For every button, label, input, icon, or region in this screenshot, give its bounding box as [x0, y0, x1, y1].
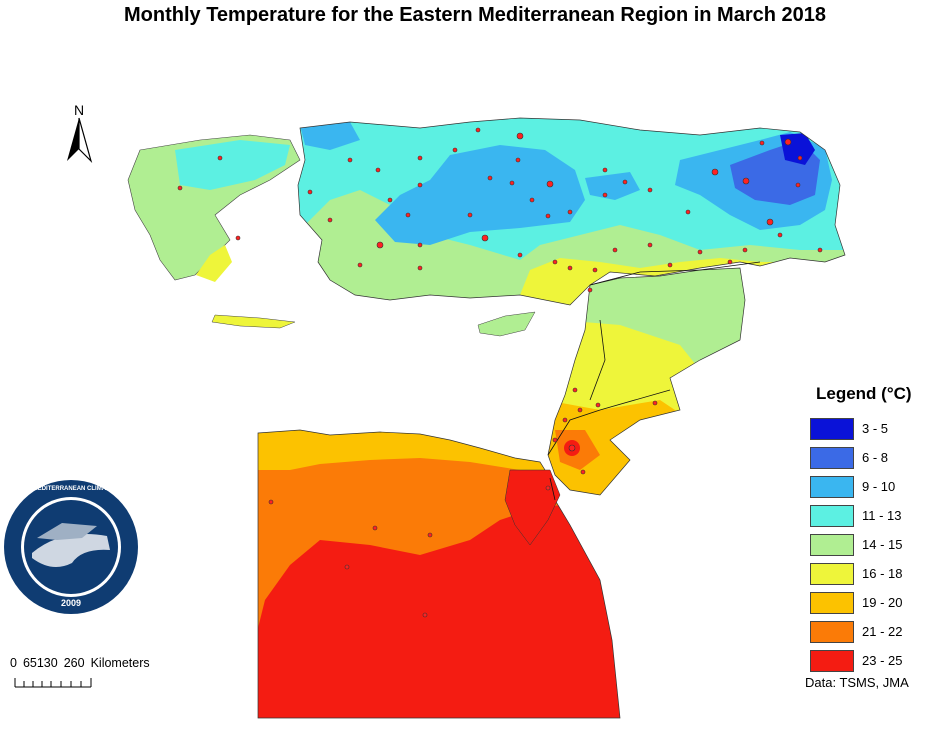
map-title: Monthly Temperature for the Eastern Medi… — [123, 4, 826, 26]
legend-title: Legend (°C) — [816, 384, 912, 403]
svg-text:★: ★ — [20, 596, 29, 607]
north-arrow: N — [62, 102, 96, 164]
legend-swatch — [810, 591, 854, 614]
legend-item: 14 - 15 — [810, 530, 940, 559]
scale-label-260: 260 — [63, 656, 85, 670]
legend-item: 9 - 10 — [810, 472, 940, 501]
legend-swatch — [810, 533, 854, 556]
legend-item: 11 - 13 — [810, 501, 940, 530]
legend-item: 3 - 5 — [810, 414, 940, 443]
scale-bar: 0 65130 260 Kilometers — [10, 656, 200, 690]
logo-text: EASTERN MEDITERRANEAN CLIMATE CENTRE — [2, 486, 139, 492]
legend-item: 6 - 8 — [810, 443, 940, 472]
legend-label: 11 - 13 — [862, 508, 902, 523]
crete-island — [211, 314, 296, 329]
legend-item: 16 - 18 — [810, 559, 940, 588]
svg-text:★: ★ — [112, 596, 121, 607]
data-source: Data: TSMS, JMA — [805, 675, 909, 690]
legend-label: 19 - 20 — [862, 595, 903, 610]
scale-label-65130: 65130 — [22, 656, 58, 670]
legend-swatch — [810, 562, 854, 585]
legend-item: 21 - 22 — [810, 617, 940, 646]
emcc-logo: 2009 ★ ★ EASTERN MEDITERRANEAN CLIMATE C… — [2, 478, 140, 616]
legend-label: 16 - 18 — [862, 566, 903, 581]
north-letter: N — [73, 102, 85, 118]
legend-label: 14 - 15 — [862, 537, 903, 552]
logo-year: 2009 — [61, 598, 81, 608]
north-arrow-icon — [67, 117, 93, 164]
legend-label: 23 - 25 — [862, 653, 903, 668]
legend-swatch — [810, 504, 854, 527]
legend-swatch — [810, 446, 854, 469]
cyprus-island — [477, 311, 536, 337]
scale-label-units: Kilometers — [90, 656, 150, 670]
legend-item: 19 - 20 — [810, 588, 940, 617]
legend-label: 3 - 5 — [862, 421, 889, 436]
legend-label: 21 - 22 — [862, 624, 903, 639]
legend-item: 23 - 25 — [810, 646, 940, 675]
legend: Legend (°C) 3 - 5 6 - 8 9 - 10 11 - 13 14 - … — [810, 384, 940, 675]
legend-swatch — [810, 475, 854, 498]
station-points — [177, 127, 823, 618]
legend-swatch — [810, 620, 854, 643]
scale-label-0: 0 — [10, 656, 17, 670]
legend-swatch — [810, 649, 854, 672]
legend-label: 6 - 8 — [862, 450, 889, 465]
legend-label: 9 - 10 — [862, 479, 896, 494]
scale-labels: 0 65130 260 Kilometers — [10, 656, 200, 670]
scale-bar-ruler — [14, 678, 92, 688]
legend-swatch — [810, 417, 854, 440]
